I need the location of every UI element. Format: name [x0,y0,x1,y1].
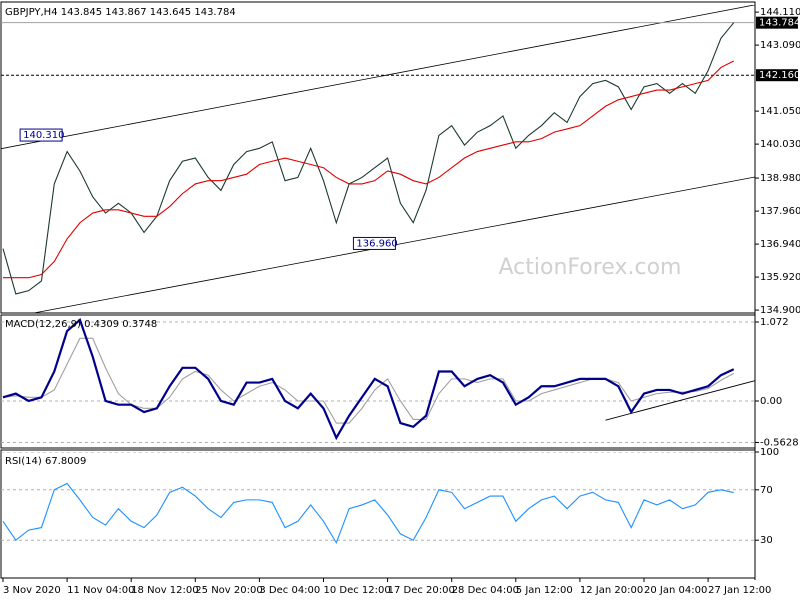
y-tick-label: 137.960 [760,206,800,217]
x-tick-label: 27 Jan 12:00 [708,585,771,596]
y-tick-label: 70 [760,485,773,496]
x-tick-label: 17 Dec 20:00 [388,585,455,596]
y-tick-label: 100 [760,447,779,458]
plot-area [1,452,755,544]
series-line [2,318,735,441]
price-label: 142.160 [759,70,800,81]
series-line [2,482,734,544]
y-tick-label: 0.00 [760,396,782,407]
y-tick-label: 144.110 [760,7,800,18]
y-tick-label: 30 [760,535,773,546]
y-tick-label: 138.980 [760,173,800,184]
plot-area [1,318,755,443]
channel-line [1,5,755,150]
trend-line [605,380,755,421]
x-tick-label: 5 Jan 12:00 [516,585,573,596]
x-tick-label: 20 Jan 04:00 [644,585,707,596]
price-box [756,69,798,82]
x-tick-label: 25 Nov 20:00 [195,585,262,596]
plot-area [1,5,755,313]
pane-title: MACD(12,26,9) 0.4309 0.3748 [5,319,157,330]
x-tick-label: 11 Nov 04:00 [67,585,134,596]
annotation-box [19,128,63,142]
price-box [756,16,798,29]
watermark: ActionForex.com [499,255,682,280]
y-tick-label: 141.050 [760,106,800,117]
x-tick-label: 10 Dec 12:00 [324,585,391,596]
y-tick-label: 134.900 [760,305,800,316]
y-tick-label: 135.920 [760,272,800,283]
series-line [2,22,735,295]
x-tick-label: 3 Dec 04:00 [259,585,320,596]
x-tick-label: 3 Nov 2020 [3,585,61,596]
pane-title: GBPJPY,H4 143.845 143.867 143.645 143.78… [5,7,236,18]
x-tick-label: 18 Nov 12:00 [131,585,198,596]
series-line [2,337,735,424]
annotation-label: 140.310 [23,130,64,141]
x-tick-label: 28 Dec 04:00 [452,585,519,596]
y-tick-label: 1.072 [760,317,789,328]
y-tick-label: 136.940 [760,239,800,250]
y-tick-label: 140.030 [760,139,800,150]
annotation-label: 136.960 [356,238,397,249]
pane-title: RSI(14) 67.8009 [5,456,86,467]
series-line [3,60,734,279]
y-tick-label: 143.090 [760,40,800,51]
y-tick-label: -0.5628 [760,437,799,448]
price-label: 143.784 [759,18,800,29]
x-tick-label: 12 Jan 20:00 [580,585,643,596]
annotation-box [352,236,396,250]
